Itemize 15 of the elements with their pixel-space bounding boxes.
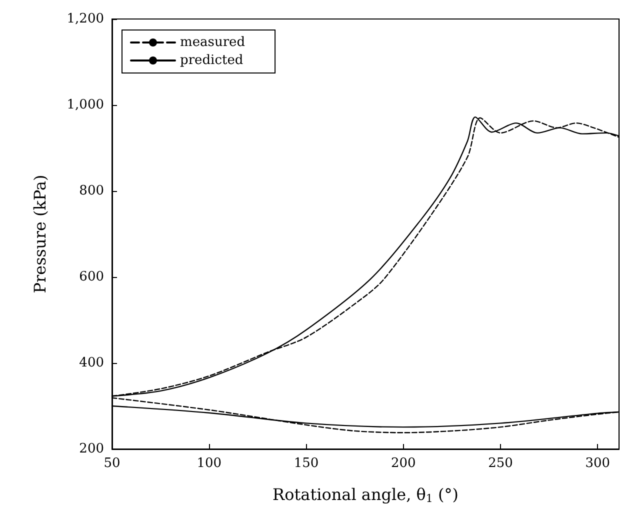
y-tick-label: 800 xyxy=(79,184,104,198)
x-tick-label: 100 xyxy=(196,456,222,471)
x-tick-label: 300 xyxy=(585,456,610,471)
legend-label: predicted xyxy=(180,53,244,68)
y-tick-label: 1,200 xyxy=(66,12,104,26)
x-tick-label: 50 xyxy=(104,456,120,471)
y-tick-label: 1,000 xyxy=(66,98,104,112)
y-axis-title: Pressure (kPa) xyxy=(30,174,50,294)
x-tick-label: 150 xyxy=(294,456,319,471)
y-tick-label: 600 xyxy=(79,270,104,284)
y-tick-label: 200 xyxy=(79,442,104,456)
y-tick-label: 400 xyxy=(79,356,104,370)
legend-label: measured xyxy=(180,35,246,50)
x-tick-label: 200 xyxy=(390,456,416,471)
x-tick-label: 250 xyxy=(488,456,513,471)
